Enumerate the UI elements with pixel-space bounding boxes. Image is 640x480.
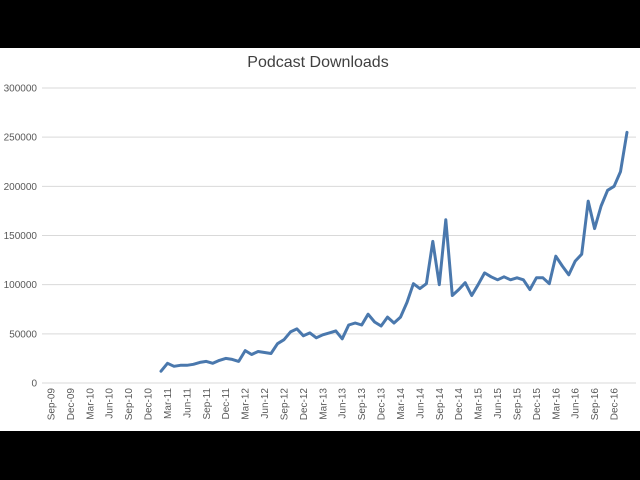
y-tick-label: 0 (31, 379, 37, 390)
x-tick-label: Sep-15 (512, 388, 523, 421)
series-line (159, 130, 629, 373)
x-tick-label: Jun-12 (260, 388, 271, 419)
x-tick-label: Mar-11 (163, 388, 174, 419)
x-tick-label: Dec-09 (66, 388, 77, 421)
y-tick-label: 300000 (4, 84, 38, 95)
x-tick-label: Sep-13 (357, 388, 368, 421)
x-tick-label: Dec-16 (610, 388, 621, 421)
x-tick-label: Dec-11 (221, 388, 232, 420)
x-tick-label: Jun-14 (415, 388, 426, 419)
y-tick-label: 50000 (9, 329, 37, 340)
y-tick-label: 200000 (4, 182, 38, 193)
y-tick-label: 250000 (4, 133, 38, 144)
x-tick-label: Dec-10 (144, 388, 155, 421)
x-tick-label: Dec-15 (532, 388, 543, 421)
gridlines (42, 87, 636, 335)
x-tick-label: Sep-14 (435, 388, 446, 421)
x-axis-ticks: Sep-09 Dec-09 Mar-10 Jun-10 Sep-10 Dec-10 Mar-… (47, 388, 621, 421)
x-tick-label: Mar-14 (396, 388, 407, 420)
chart-title: Podcast Downloads (247, 54, 388, 71)
y-tick-label: 150000 (4, 231, 38, 242)
x-tick-label: Sep-11 (202, 388, 213, 420)
x-tick-label: Mar-12 (241, 388, 252, 420)
x-tick-label: Jun-16 (571, 388, 582, 419)
x-tick-label: Dec-14 (454, 388, 465, 421)
x-tick-label: Jun-15 (493, 388, 504, 419)
x-tick-label: Jun-11 (182, 388, 193, 418)
x-tick-label: Sep-09 (47, 388, 58, 421)
x-tick-label: Jun-10 (105, 388, 116, 419)
x-tick-label: Sep-12 (279, 388, 290, 421)
x-tick-label: Dec-12 (299, 388, 310, 421)
x-tick-label: Mar-10 (85, 388, 96, 420)
x-tick-label: Mar-16 (551, 388, 562, 420)
x-tick-label: Jun-13 (338, 388, 349, 419)
y-tick-label: 100000 (4, 280, 38, 291)
chart-area: Podcast Downloads 0 50000 100000 150000 2000… (0, 48, 640, 431)
x-tick-label: Dec-13 (377, 388, 388, 421)
line-chart: Podcast Downloads 0 50000 100000 150000 2000… (4, 54, 636, 421)
x-tick-label: Sep-16 (590, 388, 601, 421)
x-tick-label: Sep-10 (124, 388, 135, 421)
x-tick-label: Mar-15 (474, 388, 485, 420)
y-axis-ticks: 0 50000 100000 150000 200000 250000 300000 (4, 84, 38, 390)
x-tick-label: Mar-13 (318, 388, 329, 420)
